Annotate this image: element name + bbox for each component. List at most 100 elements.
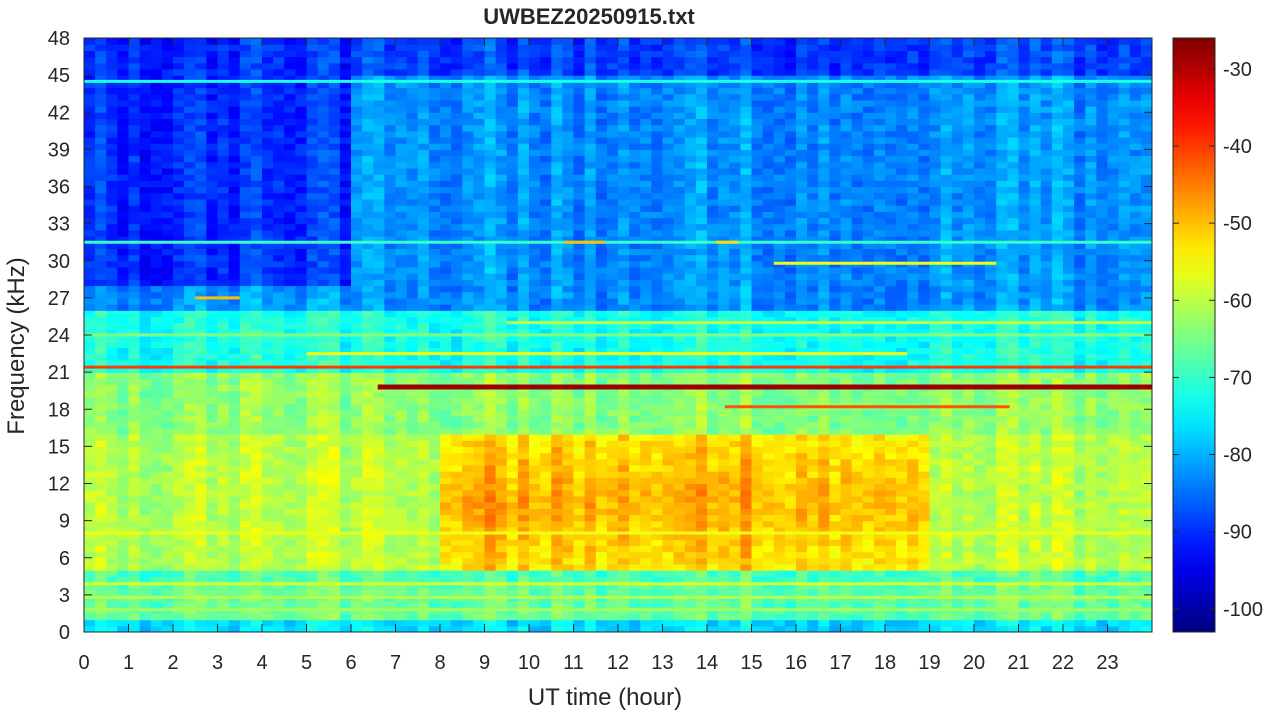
- heatmap-cell: [428, 446, 441, 454]
- heatmap-cell: [417, 266, 430, 274]
- heatmap-cell: [606, 50, 619, 58]
- heatmap-cell: [395, 56, 408, 64]
- heatmap-cell: [506, 130, 519, 138]
- heatmap-cell: [428, 551, 441, 559]
- heatmap-cell: [362, 570, 374, 577]
- heatmap-cell: [495, 495, 508, 503]
- heatmap-cell: [551, 205, 563, 212]
- heatmap-cell: [484, 545, 497, 553]
- heatmap-cell: [139, 415, 152, 423]
- heatmap-cell: [551, 464, 563, 472]
- heatmap-cell: [150, 576, 163, 584]
- heatmap-cell: [529, 143, 541, 150]
- heatmap-cell: [584, 310, 597, 318]
- heatmap-cell: [161, 409, 174, 417]
- heatmap-cell: [262, 347, 274, 355]
- heatmap-cell: [273, 545, 285, 553]
- heatmap-cell: [595, 143, 608, 150]
- heatmap-cell: [406, 81, 419, 89]
- heatmap-cell: [451, 205, 463, 212]
- heatmap-cell: [351, 390, 363, 398]
- heatmap-cell: [440, 483, 452, 491]
- heatmap-cell: [339, 619, 352, 627]
- heatmap-cell: [362, 452, 374, 460]
- heatmap-cell: [495, 130, 508, 138]
- heatmap-cell: [484, 87, 497, 95]
- heatmap-cell: [395, 254, 408, 262]
- heatmap-cell: [161, 322, 174, 330]
- heatmap-cell: [451, 576, 463, 584]
- heatmap-cell: [473, 161, 486, 169]
- heatmap-cell: [161, 471, 174, 478]
- heatmap-cell: [339, 582, 352, 590]
- heatmap-cell: [284, 452, 296, 460]
- heatmap-cell: [339, 68, 352, 76]
- heatmap-cell: [517, 99, 530, 107]
- heatmap-cell: [128, 285, 141, 293]
- heatmap-cell: [529, 440, 541, 447]
- heatmap-cell: [462, 68, 474, 76]
- heatmap-cell: [362, 409, 374, 417]
- heatmap-cell: [295, 588, 308, 596]
- heatmap-cell: [139, 396, 152, 404]
- heatmap-cell: [417, 180, 430, 188]
- heatmap-cell: [595, 328, 608, 336]
- heatmap-cell: [239, 236, 252, 243]
- heatmap-cell: [417, 161, 430, 169]
- heatmap-cell: [573, 582, 586, 590]
- heatmap-cell: [317, 415, 330, 423]
- heatmap-cell: [351, 365, 363, 373]
- heatmap-cell: [128, 588, 141, 596]
- heatmap-cell: [506, 87, 519, 95]
- heatmap-cell: [95, 192, 107, 200]
- heatmap-cell: [217, 427, 230, 435]
- heatmap-cell: [295, 539, 308, 546]
- heatmap-cell: [95, 576, 107, 584]
- heatmap-cell: [128, 514, 141, 522]
- heatmap-cell: [351, 483, 363, 491]
- heatmap-cell: [406, 483, 419, 491]
- heatmap-cell: [529, 557, 541, 565]
- heatmap-cell: [317, 50, 330, 58]
- heatmap-cell: [228, 304, 241, 311]
- heatmap-cell: [484, 526, 497, 534]
- heatmap-cell: [262, 137, 274, 144]
- heatmap-cell: [573, 161, 586, 169]
- heatmap-cell: [139, 87, 152, 95]
- heatmap-cell: [529, 99, 541, 107]
- heatmap-cell: [351, 130, 363, 138]
- heatmap-cell: [306, 335, 319, 342]
- heatmap-cell: [239, 495, 252, 503]
- heatmap-cell: [595, 353, 608, 361]
- heatmap-cell: [495, 81, 508, 89]
- heatmap-cell: [273, 242, 285, 249]
- heatmap-cell: [262, 106, 274, 113]
- heatmap-cell: [150, 520, 163, 528]
- heatmap-cell: [173, 613, 185, 621]
- heatmap-cell: [495, 335, 508, 342]
- heatmap-cell: [284, 563, 296, 571]
- heatmap-cell: [506, 211, 519, 219]
- heatmap-cell: [551, 44, 563, 51]
- heatmap-cell: [150, 260, 163, 268]
- heatmap-cell: [417, 186, 430, 194]
- heatmap-cell: [640, 551, 652, 559]
- heatmap-cell: [250, 514, 263, 522]
- heatmap-cell: [428, 186, 441, 194]
- heatmap-cell: [440, 236, 452, 243]
- heatmap-cell: [629, 545, 641, 553]
- heatmap-cell: [206, 458, 219, 466]
- heatmap-cell: [339, 353, 352, 361]
- heatmap-cell: [206, 180, 219, 188]
- heatmap-cell: [584, 248, 597, 256]
- heatmap-cell: [618, 322, 630, 330]
- heatmap-cell: [284, 576, 296, 584]
- heatmap-cell: [406, 514, 419, 522]
- heatmap-cell: [328, 365, 341, 373]
- heatmap-cell: [306, 186, 319, 194]
- heatmap-cell: [362, 180, 374, 188]
- heatmap-cell: [184, 452, 196, 460]
- heatmap-cell: [295, 44, 308, 51]
- heatmap-cell: [406, 582, 419, 590]
- heatmap-cell: [462, 495, 474, 503]
